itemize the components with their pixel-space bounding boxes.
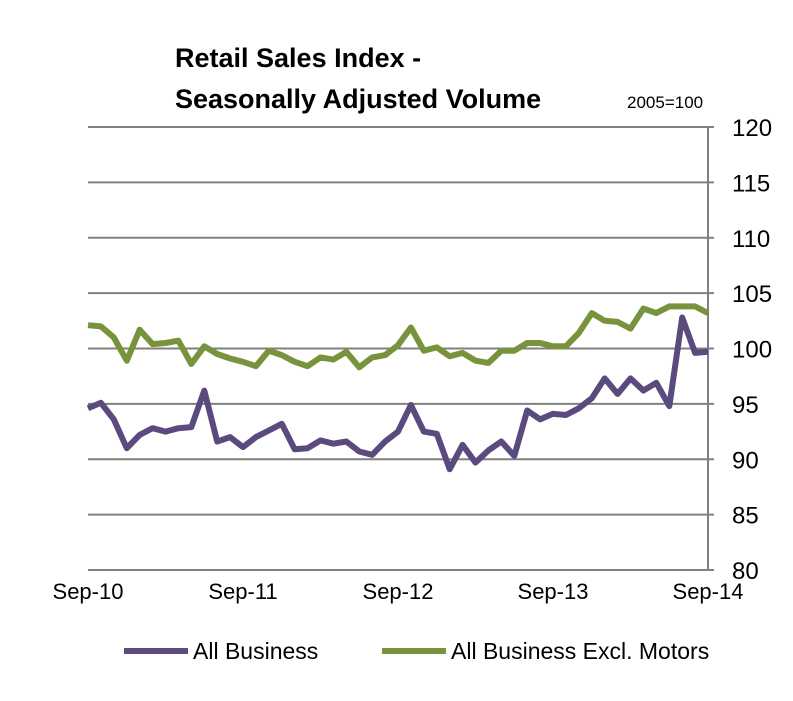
unit-label: 2005=100 — [627, 93, 703, 112]
y-tick-label-110: 110 — [732, 226, 770, 253]
x-tick-label-Sep-10: Sep-10 — [53, 579, 124, 604]
x-tick-label-Sep-11: Sep-11 — [208, 579, 277, 604]
y-tick-label-85: 85 — [732, 503, 759, 530]
chart-title-line1: Retail Sales Index - — [175, 43, 421, 73]
legend-label-all-business: All Business — [193, 638, 318, 664]
gridlines — [88, 126, 708, 516]
x-axis: Sep-10 Sep-11 Sep-12 Sep-13 Sep-14 — [53, 569, 744, 604]
series-layer — [86, 303, 710, 473]
y-tick-label-115: 115 — [732, 170, 770, 197]
y-tick-label-80: 80 — [732, 558, 759, 585]
series-line-all-business — [86, 314, 709, 473]
y-tick-label-120: 120 — [732, 115, 772, 142]
legend-label-excl-motors: All Business Excl. Motors — [451, 638, 709, 664]
series-line-excl-motors — [87, 303, 710, 371]
x-tick-label-Sep-12: Sep-12 — [363, 579, 434, 604]
y-tick-label-90: 90 — [732, 447, 759, 474]
y-tick-label-100: 100 — [732, 337, 772, 364]
y-axis: 80 85 90 95 100 105 110 115 120 — [707, 115, 772, 585]
x-tick-label-Sep-14: Sep-14 — [673, 579, 744, 604]
y-tick-label-95: 95 — [732, 392, 759, 419]
y-tick-label-105: 105 — [732, 281, 772, 308]
x-tick-label-Sep-13: Sep-13 — [518, 579, 589, 604]
chart-title-line2: Seasonally Adjusted Volume — [175, 84, 541, 114]
legend: All Business All Business Excl. Motors — [124, 638, 709, 664]
